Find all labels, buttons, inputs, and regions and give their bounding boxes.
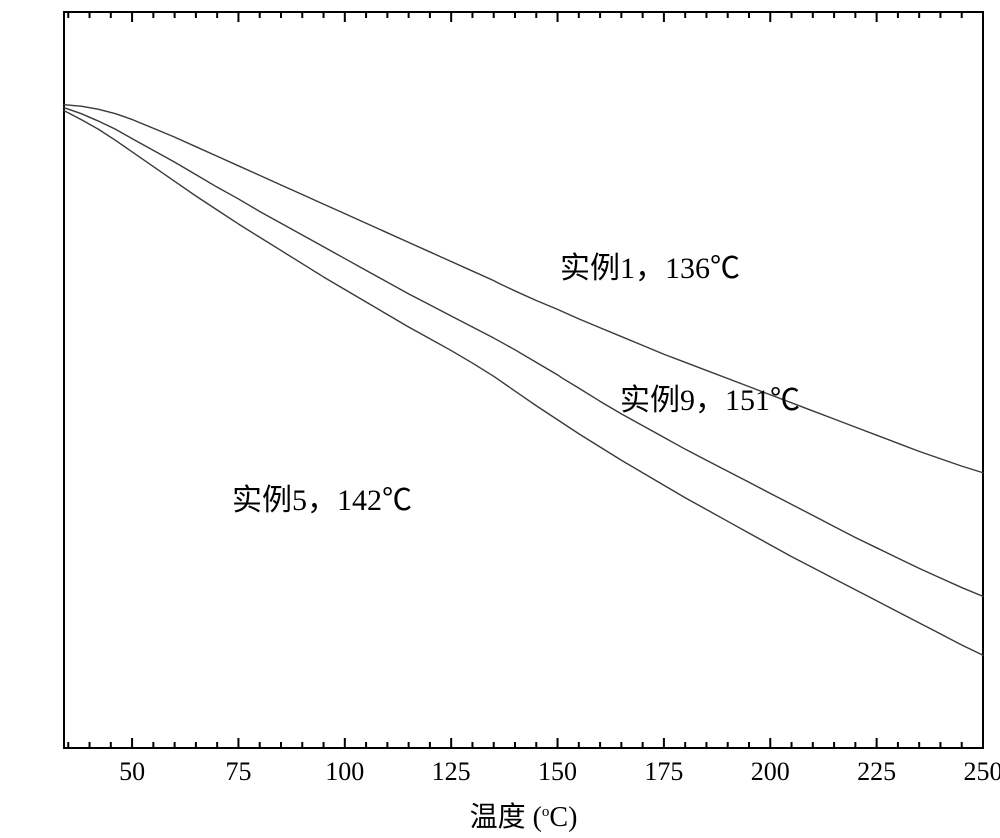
x-tick-label: 225 (857, 757, 896, 786)
x-axis-label: 温度 (oC) (470, 801, 578, 833)
x-tick-label: 250 (964, 757, 1000, 786)
x-tick-label: 125 (432, 757, 471, 786)
x-tick-label: 100 (325, 757, 364, 786)
dsc-chart: 50 75 100 125 150 175 200 225 250 温度 (oC) 实例1，136℃… (0, 0, 1000, 838)
annotation-1: 实例9，151℃ (620, 384, 800, 417)
x-tick-label: 200 (751, 757, 790, 786)
annotation-0: 实例1，136℃ (560, 252, 740, 285)
x-tick-label: 75 (225, 757, 251, 786)
x-tick-label: 150 (538, 757, 577, 786)
annotation-2: 实例5，142℃ (232, 484, 412, 517)
x-tick-label: 50 (119, 757, 145, 786)
chart-svg: 50 75 100 125 150 175 200 225 250 温度 (oC) 实例1，136℃… (0, 0, 1000, 838)
x-tick-label: 175 (644, 757, 683, 786)
